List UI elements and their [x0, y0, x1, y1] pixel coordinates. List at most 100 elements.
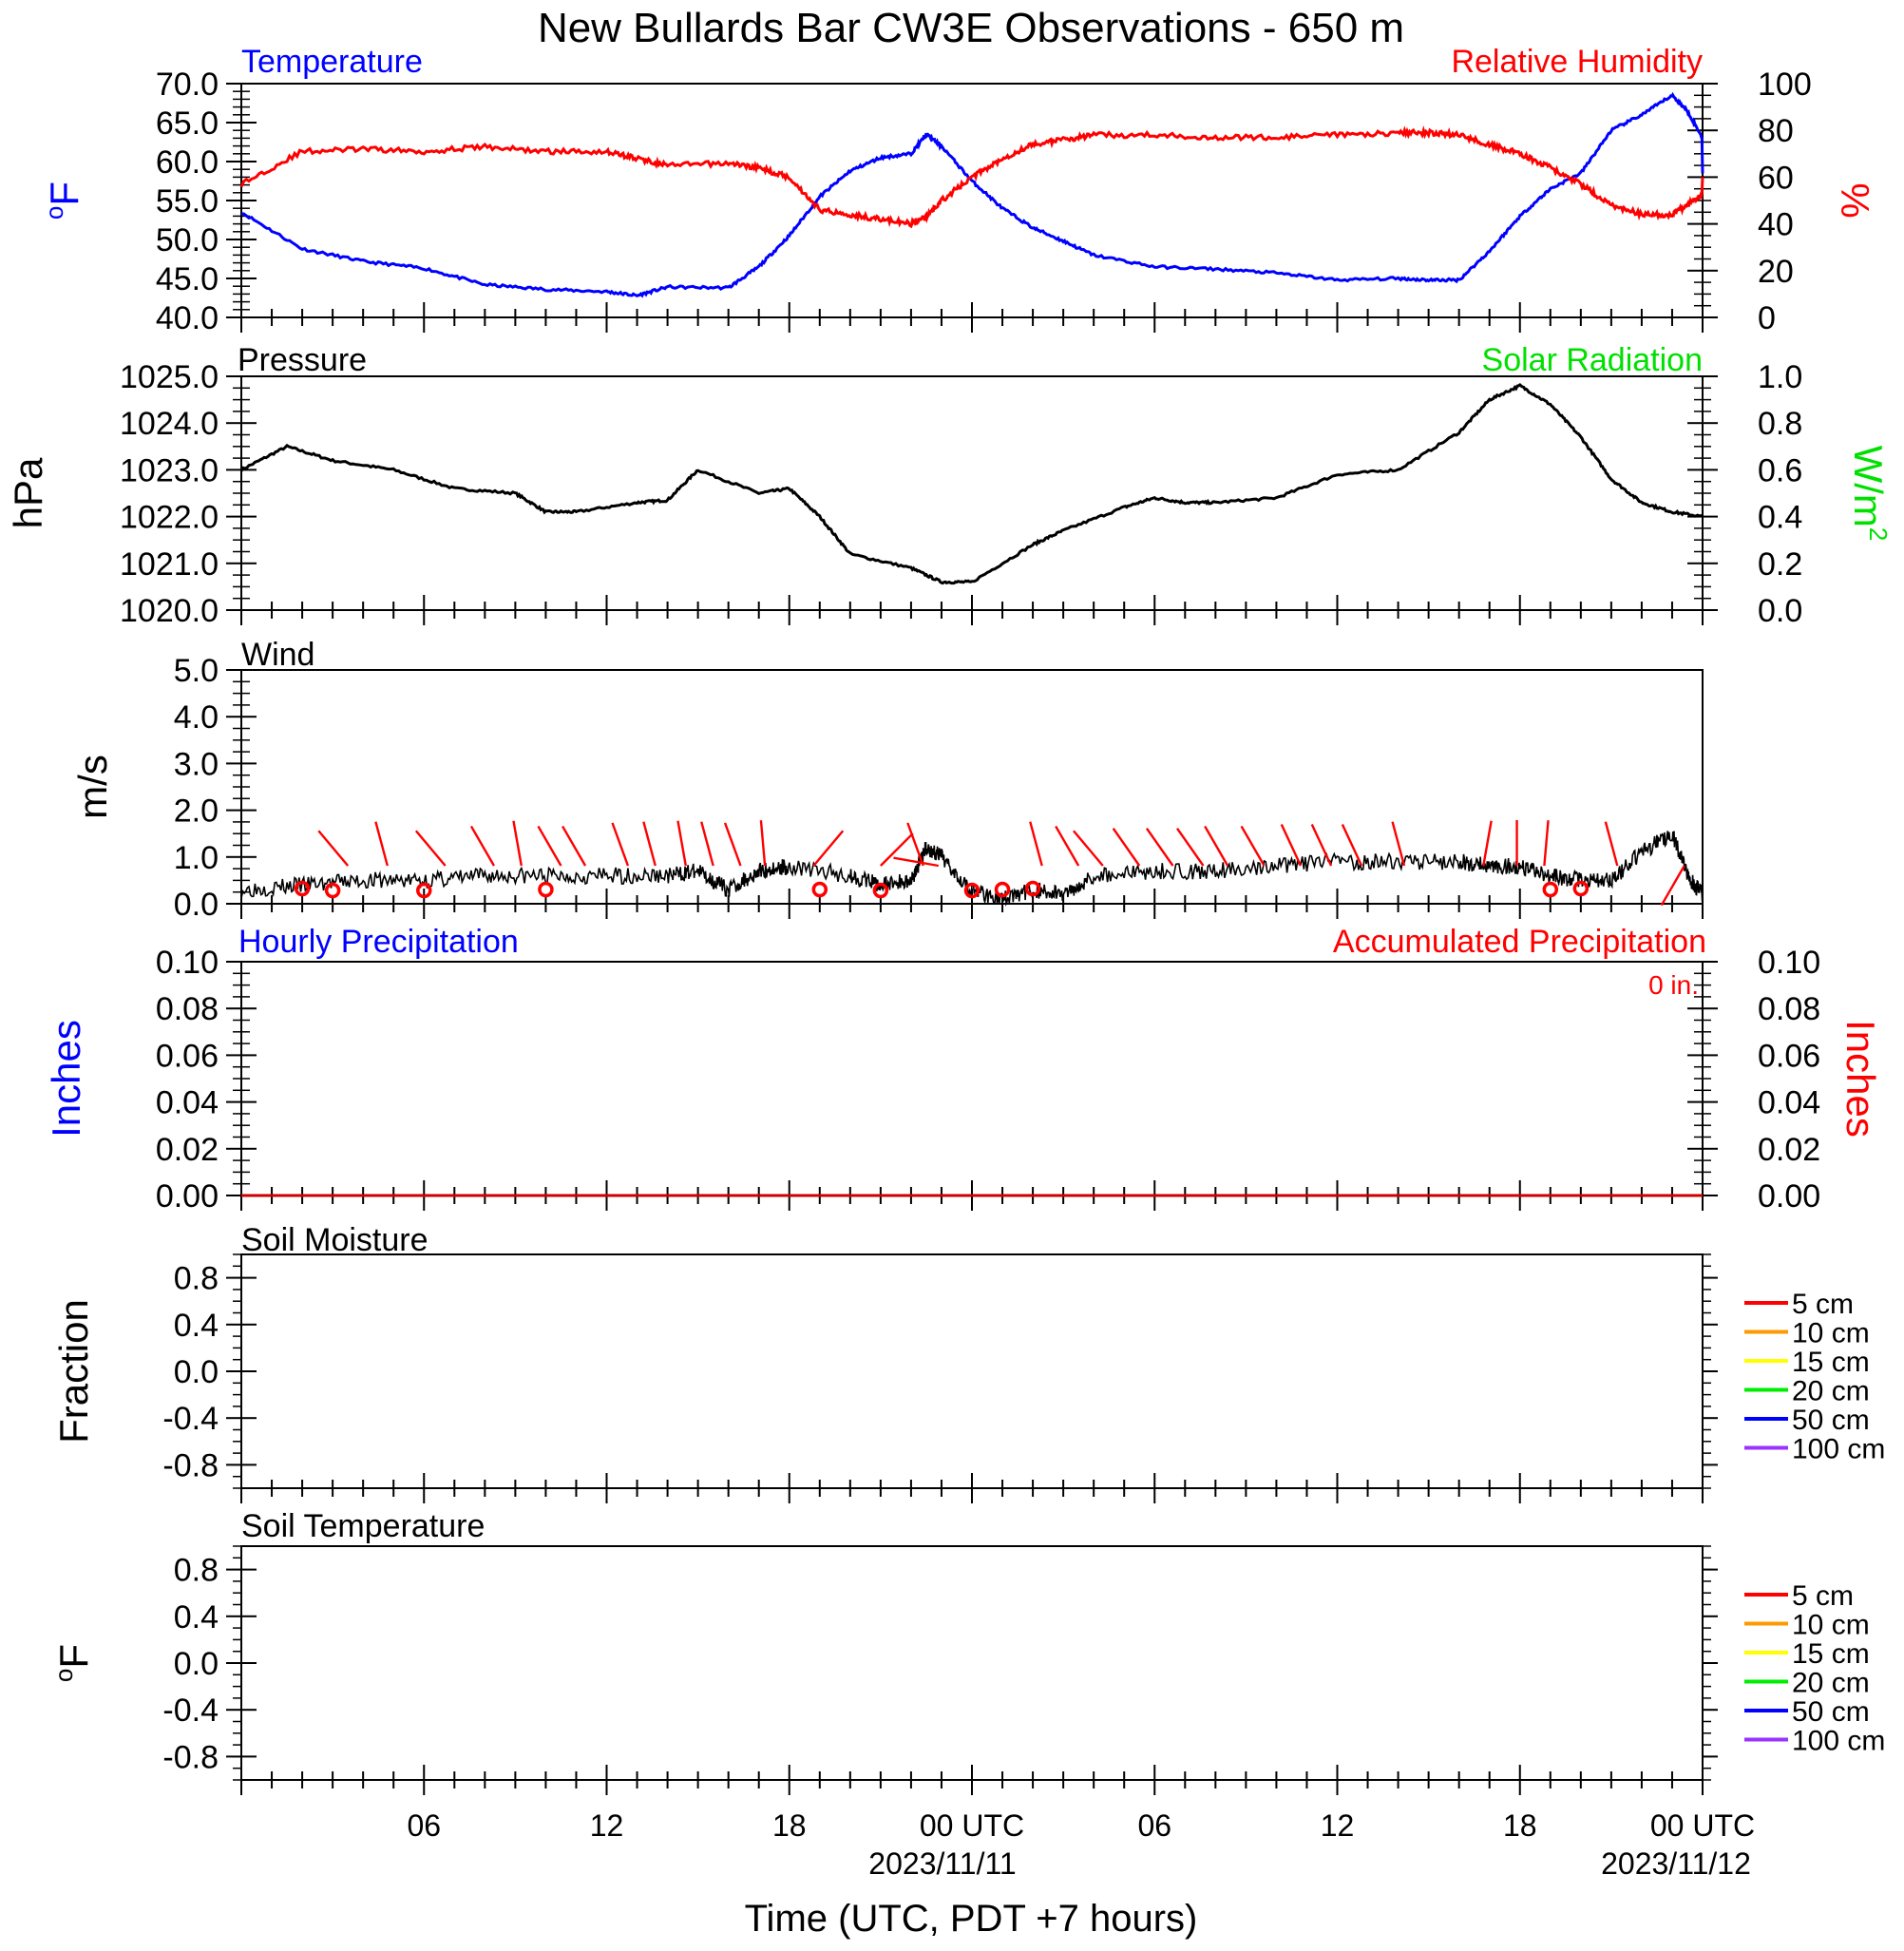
y-tick-label: 0.8 — [174, 1553, 219, 1589]
y-tick-label: 2.0 — [174, 794, 219, 830]
wind-barb — [1543, 820, 1550, 867]
soil-moisture-panel: Soil Moisture Fraction 0.8 0.4 0.0 -0.4 -0.8… — [51, 1222, 1885, 1503]
solar-title: Solar Radiation — [1482, 342, 1703, 378]
accum-precip-axis-label: Inches — [1838, 1020, 1883, 1138]
legend-label: 10 cm — [1792, 1318, 1870, 1349]
wind-barb — [414, 830, 447, 867]
x-tick-label: 12 — [590, 1808, 624, 1843]
y-tick-label: 0.06 — [156, 1038, 219, 1074]
y-tick-label: 0.00 — [156, 1178, 219, 1215]
x-tick-label: 12 — [1321, 1808, 1355, 1843]
y-tick-label: 0.0 — [1758, 593, 1802, 629]
precipitation-plot-frame — [240, 961, 1704, 1196]
y-tick-label: 0.8 — [174, 1261, 219, 1297]
y-tick-label: 55.0 — [156, 183, 219, 220]
calm-wind-markers — [294, 880, 1590, 899]
y-tick-label: 0.10 — [156, 945, 219, 981]
wind-barb — [512, 820, 523, 867]
y-tick-label: 0.04 — [1758, 1085, 1820, 1121]
soil-temperature-title: Soil Temperature — [241, 1508, 485, 1544]
wind-barb — [562, 825, 587, 867]
wind-barb — [1055, 825, 1080, 867]
humidity-axis-label: % — [1833, 182, 1877, 218]
y-tick-label: 1020.0 — [120, 593, 219, 629]
wind-barb — [317, 830, 350, 867]
wind-barb — [1112, 827, 1141, 867]
pressure-solar-panel: Pressure Solar Radiation hPa W/m2 1025.0… — [6, 342, 1893, 629]
y-tick-label: 0.10 — [1758, 945, 1820, 981]
y-tick-label: 40.0 — [156, 300, 219, 336]
y-tick-label: -0.8 — [162, 1739, 219, 1775]
wind-barb — [1073, 830, 1104, 867]
time-axis-tick-labels: 06 12 18 00 UTC 06 12 18 00 UTC — [407, 1808, 1755, 1843]
soil-moisture-title: Soil Moisture — [241, 1222, 428, 1258]
calm-wind-circle — [1024, 880, 1041, 897]
temperature-humidity-panel: Temperature Relative Humidity oF % 70.06… — [40, 44, 1877, 336]
legend-label: 5 cm — [1792, 1580, 1854, 1612]
wind-barb — [1240, 825, 1266, 867]
soil-temperature-panel: Soil Temperature oF 0.8 0.4 0.0 -0.4 -0.8 5 … — [49, 1508, 1885, 1795]
hourly-precip-axis-label: Inches — [44, 1020, 88, 1138]
y-tick-label: 65.0 — [156, 105, 219, 142]
wind-barb — [893, 856, 939, 868]
y-tick-label: 50.0 — [156, 222, 219, 258]
wind-barb — [1482, 820, 1493, 867]
y-tick-label: 0.02 — [1758, 1132, 1820, 1168]
y-tick-label: 1022.0 — [120, 500, 219, 536]
y-tick-label: 20 — [1758, 254, 1794, 290]
legend-label: 50 cm — [1792, 1405, 1870, 1436]
date-label-2: 2023/11/12 — [1601, 1846, 1751, 1881]
temperature-axis-label: oF — [40, 182, 86, 220]
y-tick-label: 70.0 — [156, 67, 219, 103]
y-tick-label: 0.8 — [1758, 406, 1802, 442]
solar-axis-label: W/m2 — [1846, 446, 1893, 542]
y-tick-label: 0.0 — [174, 1646, 219, 1682]
y-tick-label: -0.4 — [162, 1693, 219, 1729]
legend-label: 20 cm — [1792, 1376, 1870, 1407]
wind-barb — [812, 830, 845, 867]
y-tick-label: 1021.0 — [120, 546, 219, 583]
wind-barbs — [317, 820, 1685, 907]
wind-barb — [374, 821, 389, 867]
wind-barb — [700, 821, 714, 867]
legend-label: 10 cm — [1792, 1610, 1870, 1641]
precipitation-axis-ticks: 0.10 0.08 0.06 0.04 0.02 0.00 0.10 0.08 0.06 0.04… — [156, 945, 1820, 1215]
calm-wind-circle — [294, 880, 311, 897]
y-tick-label: 0.08 — [1758, 991, 1820, 1027]
y-tick-label: 0.00 — [1758, 1178, 1820, 1215]
calm-wind-circle — [994, 881, 1011, 898]
wind-barb — [723, 822, 742, 867]
wind-barb — [469, 825, 495, 867]
wind-barb — [1204, 825, 1229, 867]
accum-precip-title: Accumulated Precipitation — [1333, 924, 1706, 960]
soil-moisture-axis-label: Fraction — [51, 1299, 96, 1444]
pressure-axis-ticks: 1025.0 1024.0 1023.0 1022.0 1021.0 1020.0 1.0 0… — [120, 359, 1802, 629]
wind-barb — [537, 825, 562, 867]
y-tick-label: 45.0 — [156, 261, 219, 297]
precipitation-panel: Hourly Precipitation Accumulated Precipi… — [44, 924, 1883, 1215]
x-tick-label: 06 — [1137, 1808, 1171, 1843]
y-tick-label: 0.6 — [1758, 452, 1802, 488]
figure-title: New Bullards Bar CW3E Observations - 650… — [538, 5, 1404, 51]
wind-barb — [1310, 823, 1333, 867]
wind-barb — [759, 820, 767, 867]
wind-barb — [1280, 823, 1303, 867]
legend-label: 20 cm — [1792, 1668, 1870, 1699]
pressure-axis-label: hPa — [6, 457, 50, 528]
wind-barb — [1660, 865, 1685, 907]
legend-label: 15 cm — [1792, 1347, 1870, 1378]
calm-wind-circle — [538, 881, 554, 898]
time-axis-label: Time (UTC, PDT +7 hours) — [745, 1898, 1198, 1940]
wind-axis-ticks: 5.0 4.0 3.0 2.0 1.0 0.0 — [174, 653, 1704, 923]
hourly-precip-title: Hourly Precipitation — [238, 924, 519, 960]
calm-wind-circle — [1572, 880, 1590, 897]
wind-barb — [1391, 821, 1406, 867]
temperature-title: Temperature — [241, 44, 423, 80]
y-tick-label: 60 — [1758, 160, 1794, 196]
soil-moisture-plot-frame — [240, 1253, 1704, 1489]
temperature-line — [240, 91, 1704, 298]
y-tick-label: 5.0 — [174, 653, 219, 689]
y-tick-label: 80 — [1758, 113, 1794, 149]
pressure-line — [239, 382, 1704, 585]
